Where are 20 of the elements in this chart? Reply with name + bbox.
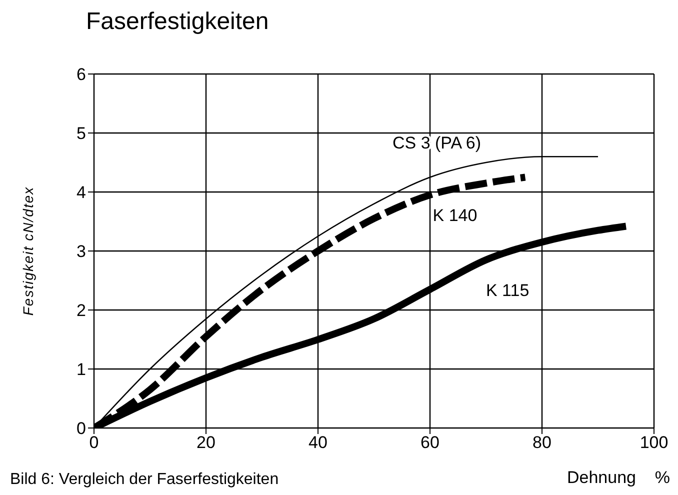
text: Bild 6: Vergleich der Faserfestigkeiten — [10, 471, 279, 489]
y-tick-label: 4 — [76, 183, 86, 202]
y-tick-label: 1 — [76, 360, 86, 380]
series-label: K 140 — [432, 206, 478, 225]
x-tick-label: 100 — [640, 433, 668, 452]
y-tick-label: 6 — [76, 65, 86, 84]
series-label: CS 3 (PA 6) — [392, 134, 481, 152]
x-tick-label: 20 — [196, 433, 216, 452]
y-tick-label: 3 — [76, 242, 86, 262]
x-tick-label: 40 — [308, 433, 328, 452]
y-tick-label: 2 — [76, 301, 86, 320]
y-tick-label: 5 — [76, 124, 86, 144]
x-tick-label: 0 — [89, 433, 99, 452]
series-label: K 115 — [486, 280, 530, 300]
x-axis-title: Dehnung % — [566, 468, 670, 488]
x-tick-label: 60 — [420, 433, 440, 452]
y-axis-title: Festigkeit cN/dtex — [20, 186, 36, 316]
x-tick-label: 80 — [532, 433, 552, 452]
chart-title: Faserfestigkeiten — [86, 8, 269, 36]
y-tick-label: 0 — [76, 419, 86, 438]
